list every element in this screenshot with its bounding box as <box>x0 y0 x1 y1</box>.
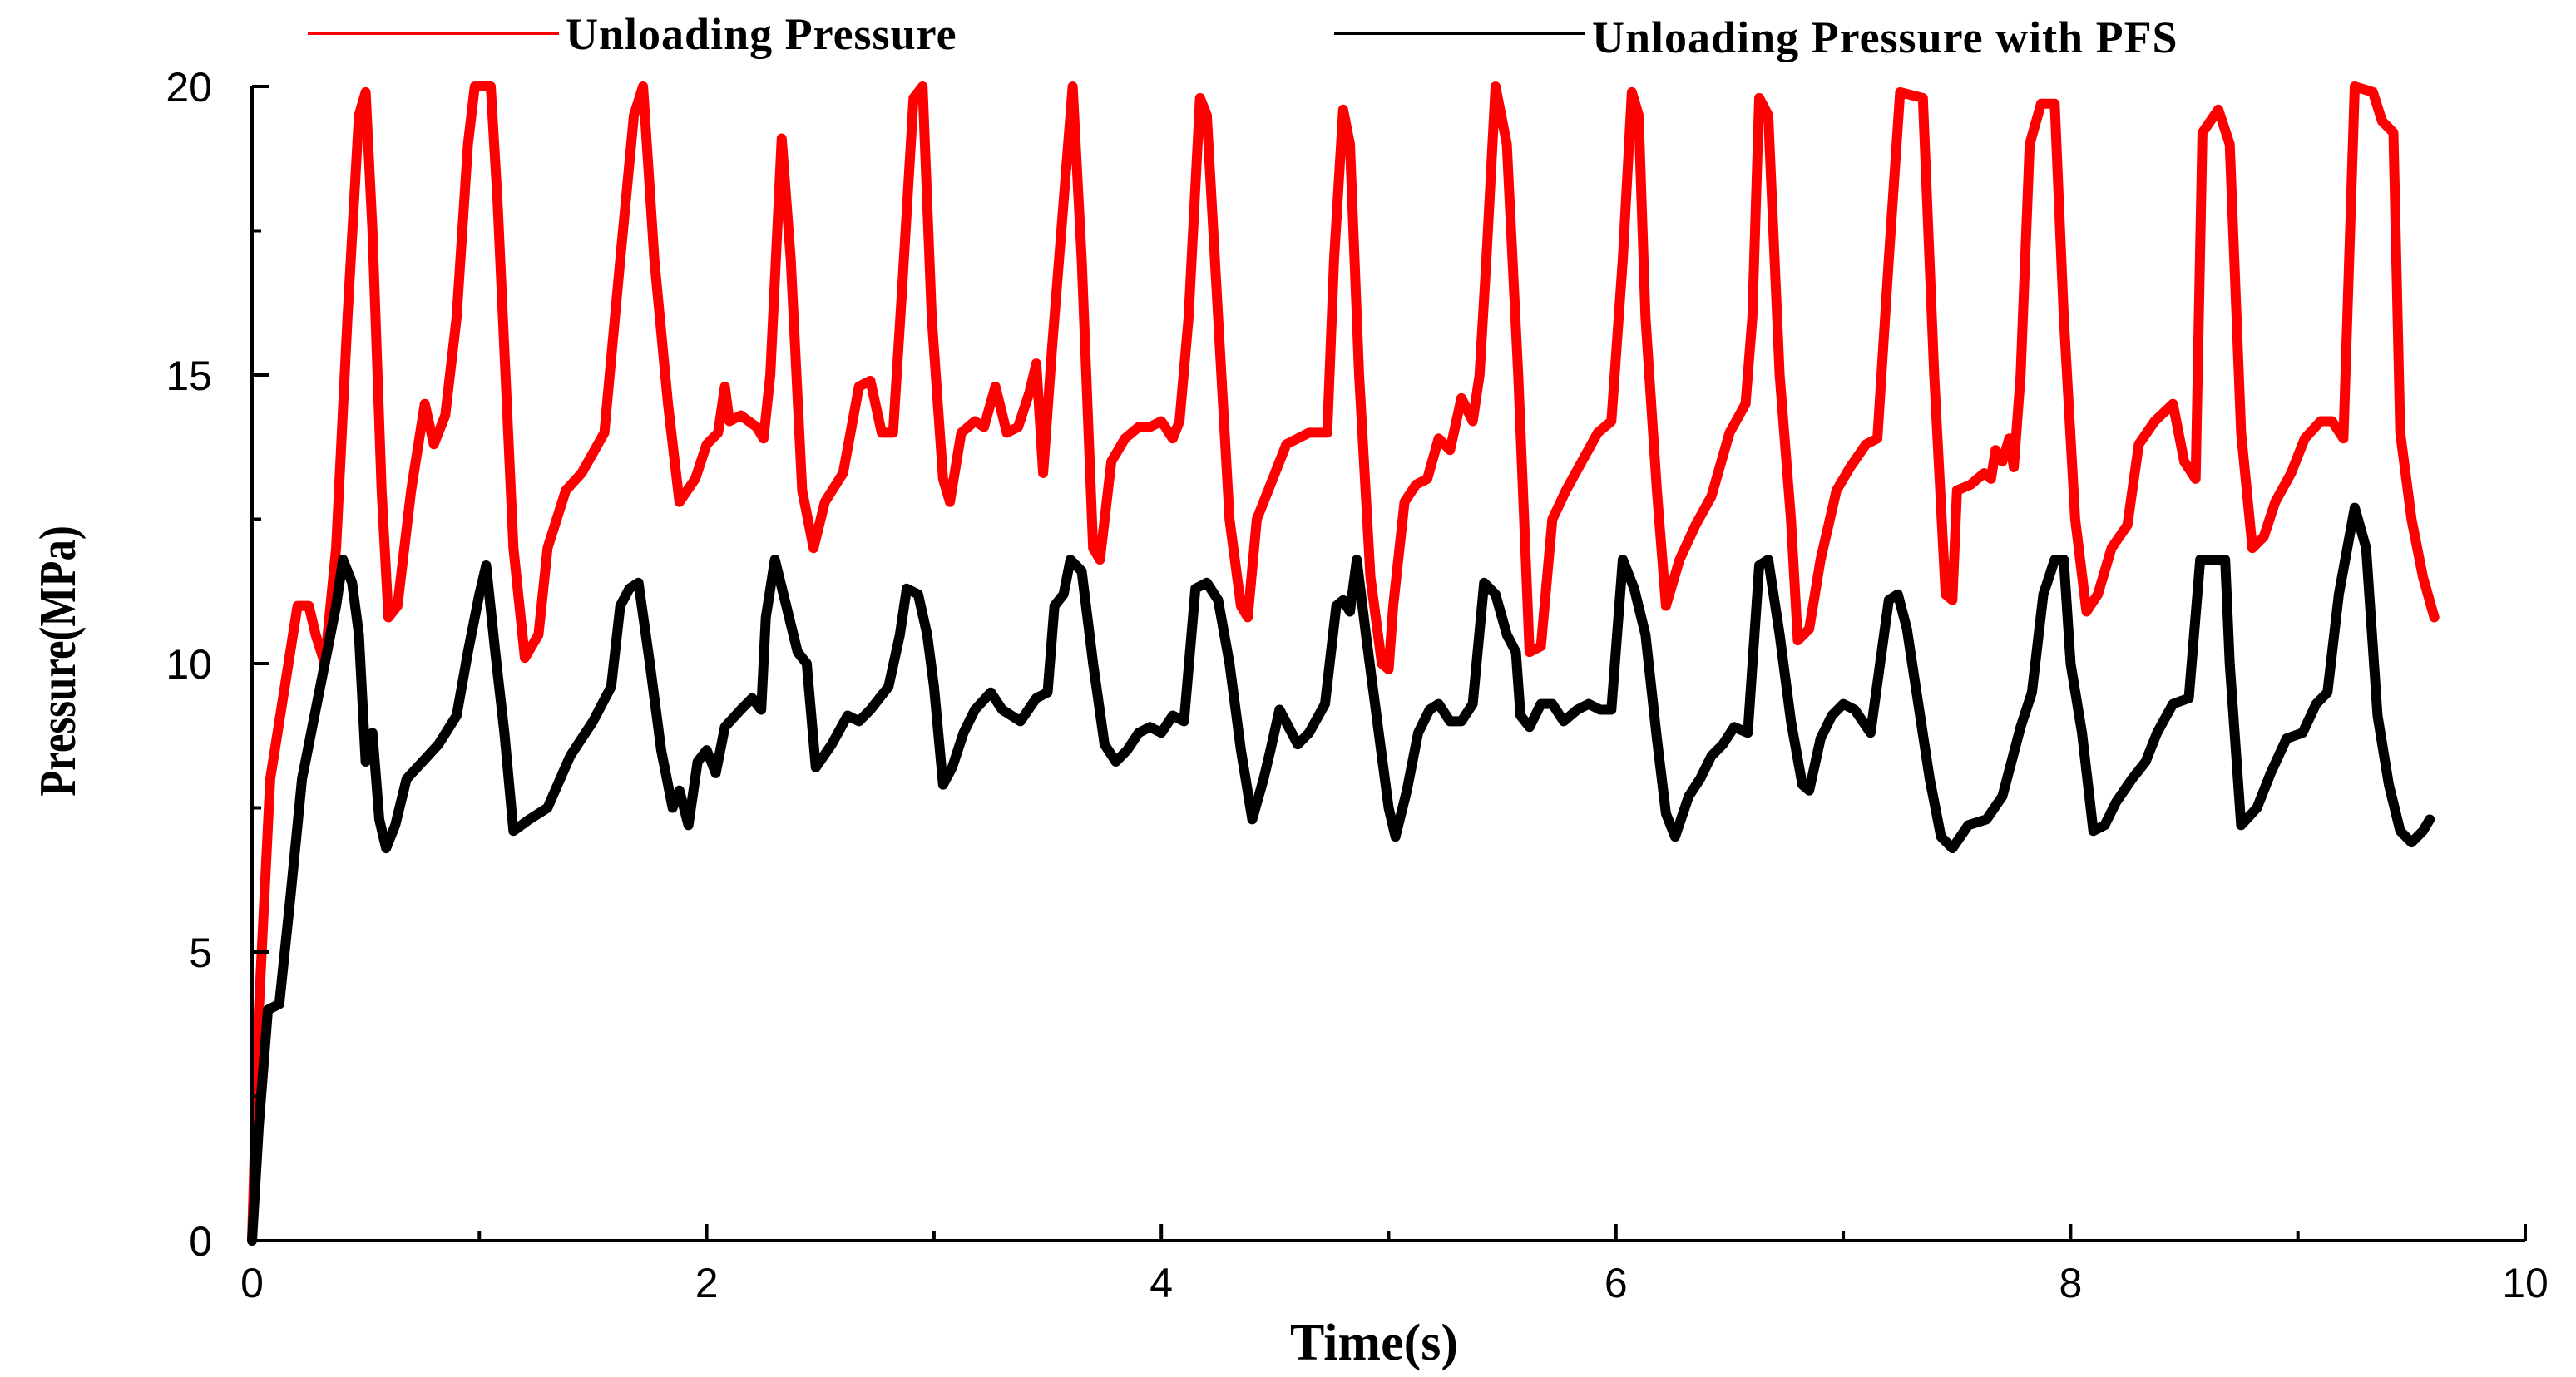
series-line-0 <box>247 81 2440 1246</box>
x-tick-label: 4 <box>1150 1260 1173 1306</box>
y-tick-label: 5 <box>189 930 212 976</box>
x-tick-label: 2 <box>695 1260 719 1306</box>
legend-label-unloading-pressure-pfs: Unloading Pressure with PFS <box>1592 12 2178 62</box>
x-tick-label: 10 <box>2502 1260 2549 1306</box>
series-line-1 <box>247 502 2435 1246</box>
x-axis-title: Time(s) <box>1290 1315 1458 1371</box>
y-tick-label: 20 <box>166 64 212 111</box>
legend: Unloading Pressure Unloading Pressure wi… <box>308 9 2178 62</box>
ticks <box>250 85 2527 1242</box>
legend-label-unloading-pressure: Unloading Pressure <box>566 9 957 59</box>
y-tick-label: 0 <box>189 1218 212 1265</box>
y-axis-title: Pressure(MPa) <box>29 526 87 797</box>
x-tick-label: 8 <box>2059 1260 2082 1306</box>
plot-lines <box>247 81 2440 1246</box>
y-tick-label: 10 <box>166 641 212 688</box>
tick-labels: 0 2 4 6 8 10 0 5 10 15 20 <box>166 64 2548 1306</box>
x-tick-label: 6 <box>1604 1260 1628 1306</box>
y-tick-label: 15 <box>166 353 212 399</box>
x-tick-label: 0 <box>240 1260 264 1306</box>
